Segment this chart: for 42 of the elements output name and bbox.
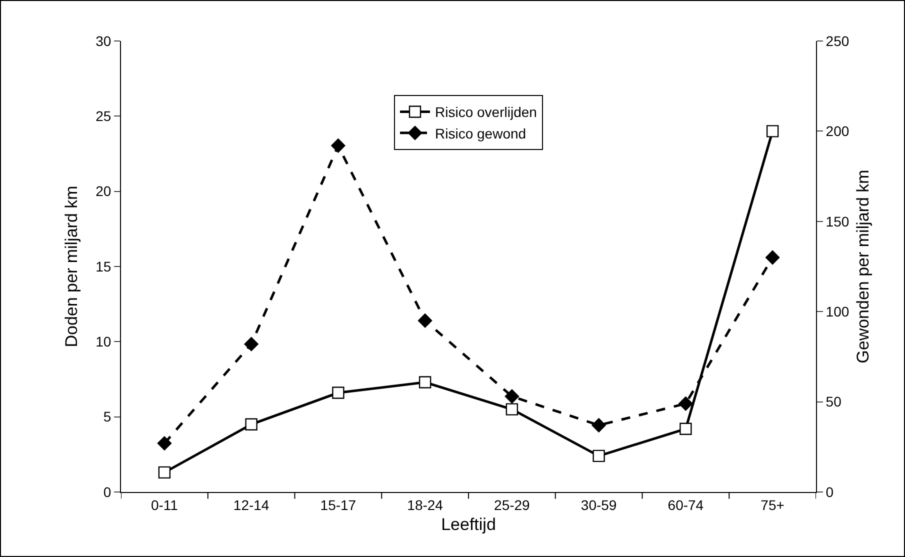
- point: [592, 450, 605, 462]
- y-axis-title: Doden per miljard km: [62, 186, 81, 348]
- point: [157, 436, 172, 450]
- y-tick-label: 25: [96, 108, 112, 124]
- point: [506, 403, 518, 416]
- y-tick-label: 20: [96, 183, 112, 200]
- x-tick-label: 25-29: [494, 496, 530, 513]
- point: [766, 125, 779, 138]
- point: [678, 396, 693, 411]
- legend-label: Risico overlijden: [435, 104, 537, 120]
- y2-tick-label: 250: [826, 32, 850, 49]
- point: [418, 376, 432, 388]
- y2-axis-title: Gewonden per miljard km: [854, 170, 872, 364]
- x-tick-label: 0-11: [150, 496, 178, 513]
- point: [332, 386, 344, 399]
- x-tick-label: 30-59: [580, 496, 617, 513]
- x-tick-label: 75+: [760, 496, 784, 513]
- y-tick-label: 30: [96, 32, 112, 49]
- x-axis-title: Leeftijd: [441, 515, 496, 534]
- x-tick-label: 12-14: [233, 496, 270, 513]
- point: [158, 466, 171, 479]
- legend-label: Risico gewond: [435, 125, 526, 142]
- y-tick-label: 5: [103, 408, 112, 425]
- point: [418, 314, 432, 328]
- y2-tick-label: 0: [826, 484, 834, 500]
- point: [245, 418, 258, 430]
- y2-tick-label: 50: [826, 394, 842, 410]
- y-tick-label: 10: [96, 334, 112, 350]
- y2-tick-label: 200: [826, 123, 850, 140]
- y2-tick-label: 100: [826, 304, 850, 320]
- point: [680, 422, 692, 435]
- point: [765, 250, 780, 265]
- x-tick-label: 60-74: [668, 496, 704, 513]
- x-tick-label: 15-17: [320, 496, 356, 513]
- x-tick-label: 18-24: [407, 496, 444, 513]
- point: [244, 336, 258, 352]
- point: [504, 389, 520, 404]
- y2-tick-label: 150: [826, 213, 850, 230]
- point: [592, 418, 606, 432]
- y-tick-label: 0: [103, 484, 112, 500]
- y-tick-label: 15: [96, 258, 112, 274]
- point: [331, 138, 346, 153]
